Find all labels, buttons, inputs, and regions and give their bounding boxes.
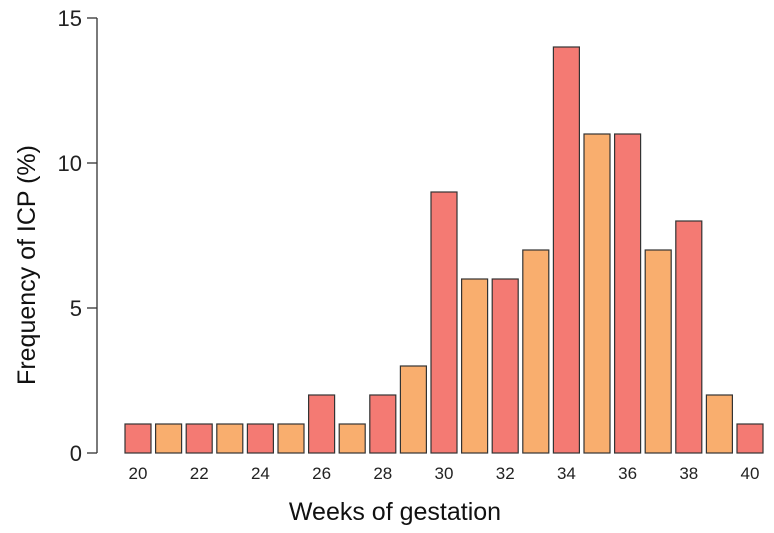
x-tick-label-22: 22 xyxy=(190,464,209,483)
x-tick-label-26: 26 xyxy=(312,464,331,483)
y-axis-title: Frequency of ICP (%) xyxy=(13,145,41,385)
bar-week-20 xyxy=(124,423,152,454)
y-tick-label-15: 15 xyxy=(58,6,82,31)
bar-week-27 xyxy=(338,423,366,454)
bar-week-37 xyxy=(644,249,672,454)
bar-week-26 xyxy=(308,394,336,454)
bar-week-22 xyxy=(185,423,213,454)
y-tick-label-5: 5 xyxy=(70,296,82,321)
bar-week-23 xyxy=(216,423,244,454)
x-tick-label-34: 34 xyxy=(557,464,576,483)
bar-week-32 xyxy=(491,278,519,454)
bar-week-28 xyxy=(369,394,397,454)
y-axis-ticks: 0 5 10 15 xyxy=(58,6,97,466)
x-tick-label-20: 20 xyxy=(129,464,148,483)
bar-week-35 xyxy=(583,133,611,454)
x-tick-label-32: 32 xyxy=(496,464,515,483)
bar-week-33 xyxy=(522,249,550,454)
x-tick-label-40: 40 xyxy=(741,464,760,483)
bar-week-31 xyxy=(461,278,489,454)
x-tick-label-30: 30 xyxy=(435,464,454,483)
x-tick-label-28: 28 xyxy=(373,464,392,483)
bar-group xyxy=(124,46,764,454)
bar-week-39 xyxy=(705,394,734,454)
x-tick-label-38: 38 xyxy=(679,464,698,483)
x-axis-title: Weeks of gestation xyxy=(289,498,501,526)
bar-week-38 xyxy=(675,220,703,454)
bar-week-25 xyxy=(277,423,305,454)
bar-week-29 xyxy=(399,365,427,454)
bar-week-21 xyxy=(155,423,183,454)
x-tick-label-36: 36 xyxy=(618,464,637,483)
bar-week-40 xyxy=(736,423,764,454)
y-tick-label-0: 0 xyxy=(70,441,82,466)
x-tick-label-24: 24 xyxy=(251,464,270,483)
bar-week-24 xyxy=(246,423,274,454)
x-axis-ticks: 20 22 24 26 28 30 32 34 36 38 40 xyxy=(129,464,760,483)
bar-week-34 xyxy=(552,46,581,454)
y-tick-label-10: 10 xyxy=(58,151,82,176)
bar-week-36 xyxy=(613,133,642,454)
bar-week-30 xyxy=(430,191,458,454)
